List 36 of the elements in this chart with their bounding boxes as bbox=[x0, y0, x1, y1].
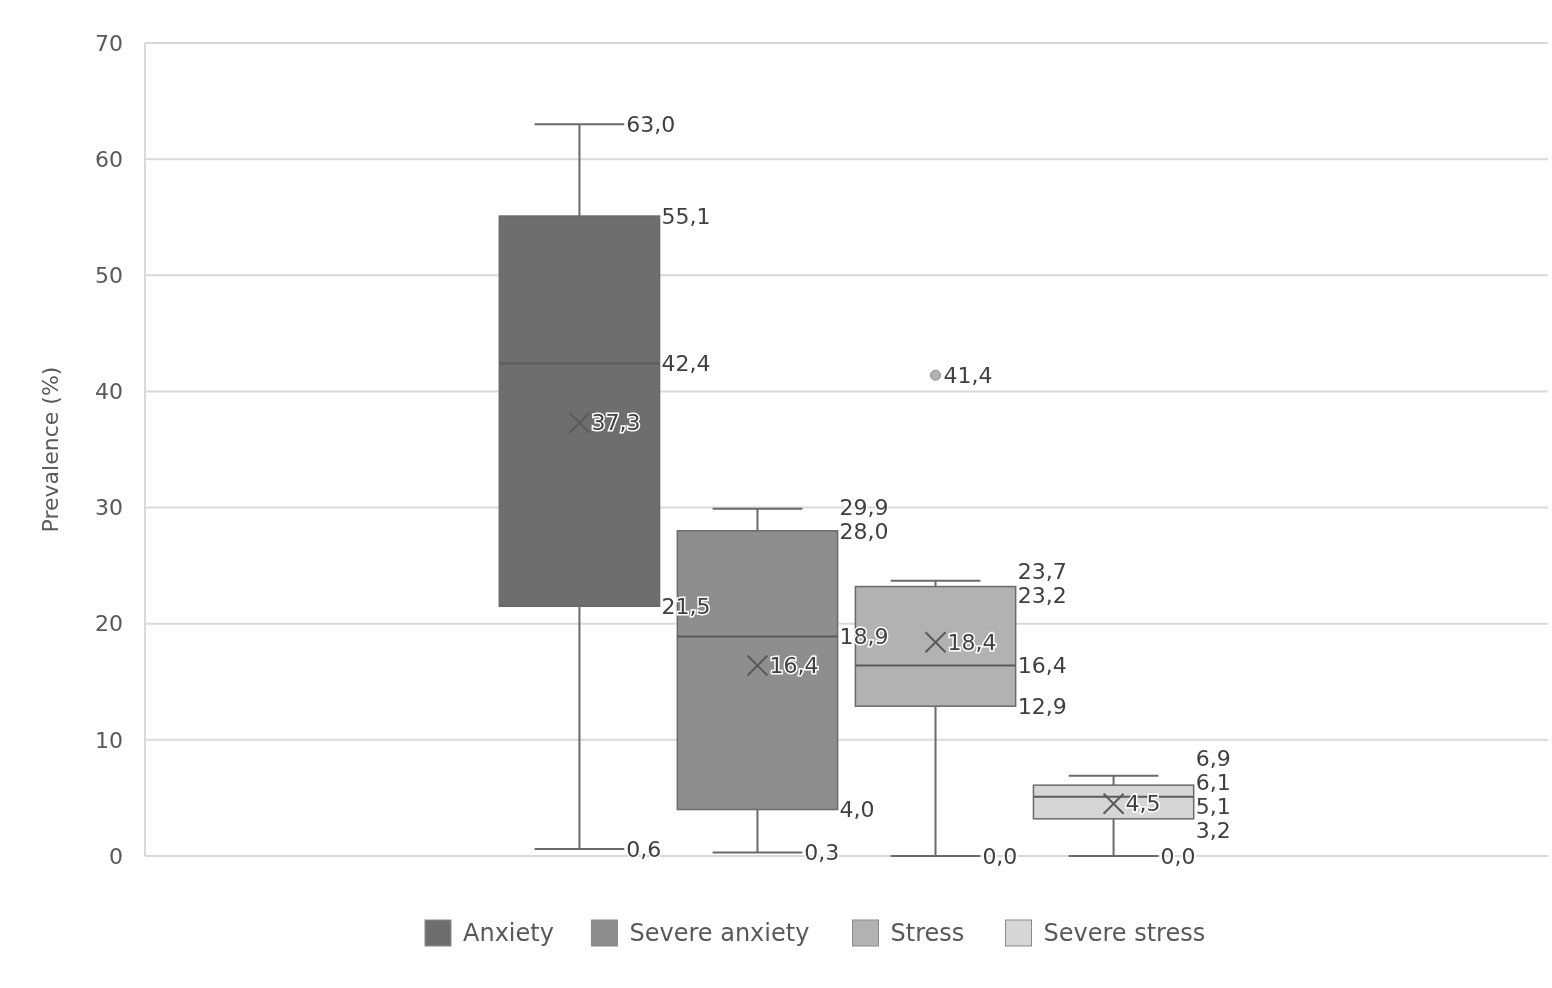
text: 6,9 bbox=[1195, 745, 1231, 771]
y-tick-label: 30 bbox=[95, 495, 123, 521]
text: 5,1 bbox=[1195, 793, 1231, 819]
text: 23,2 bbox=[1017, 583, 1067, 609]
text: 28,0 bbox=[839, 519, 889, 545]
text: 12,9 bbox=[1017, 693, 1067, 719]
y-tick-label: 10 bbox=[95, 727, 123, 753]
text: 6,1 bbox=[1195, 769, 1231, 795]
text: 37,3 bbox=[591, 410, 641, 436]
text: 41,4 bbox=[943, 362, 993, 388]
y-tick-label: 60 bbox=[95, 146, 123, 172]
text: 0,0 bbox=[1160, 843, 1196, 869]
text: 16,4 bbox=[1017, 653, 1067, 679]
text: 4,5 bbox=[1125, 791, 1161, 817]
text: 4,0 bbox=[839, 797, 875, 823]
y-tick-label: 50 bbox=[95, 262, 123, 288]
text: 18,4 bbox=[947, 630, 997, 655]
legend-label: Severe anxiety bbox=[629, 919, 810, 948]
legend-label: Anxiety bbox=[463, 919, 554, 948]
text: 0,0 bbox=[982, 843, 1018, 869]
text: 63,0 bbox=[626, 112, 676, 137]
text: 55,1 bbox=[661, 203, 711, 229]
legend-label: Stress bbox=[890, 919, 965, 948]
y-axis-title: Prevalence (%) bbox=[38, 366, 63, 533]
text: 0,3 bbox=[804, 840, 840, 866]
y-tick-label: 70 bbox=[95, 30, 123, 56]
text: 29,9 bbox=[839, 495, 889, 521]
text: 0,6 bbox=[626, 836, 662, 862]
legend-label: Severe stress bbox=[1043, 919, 1206, 948]
y-tick-label: 20 bbox=[95, 611, 123, 637]
text: 3,2 bbox=[1195, 817, 1231, 843]
text: 42,4 bbox=[661, 351, 711, 377]
y-tick-label: 0 bbox=[109, 843, 123, 869]
text: 16,4 bbox=[769, 653, 819, 679]
text: 23,7 bbox=[1017, 559, 1067, 585]
y-tick-label: 40 bbox=[95, 379, 123, 405]
